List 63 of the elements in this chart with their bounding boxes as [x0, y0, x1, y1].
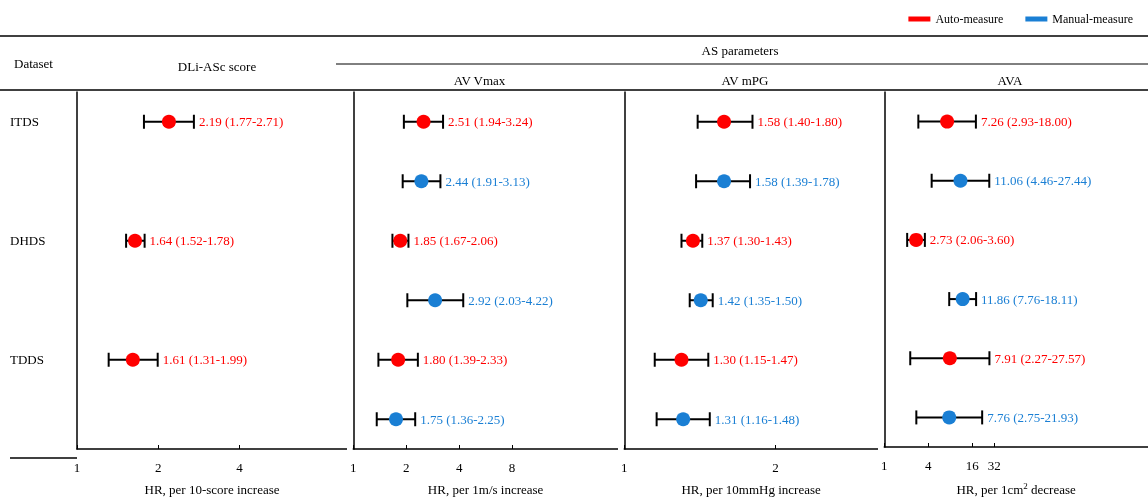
- data-label: 1.61 (1.31-1.99): [162, 352, 248, 368]
- x-tick-label: 4: [924, 458, 932, 473]
- point: [940, 114, 955, 129]
- point: [942, 351, 957, 366]
- x-axis-title: HR, per 10mmHg increase: [681, 482, 822, 497]
- point: [693, 293, 708, 308]
- data-label: 1.64 (1.52-1.78): [149, 233, 235, 249]
- x-tick-label: 1: [73, 460, 81, 475]
- data-label: 1.58 (1.39-1.78): [755, 173, 840, 189]
- x-tick-label: 4: [236, 460, 244, 475]
- x-tick-label: 2: [155, 460, 162, 475]
- x-tick-label: 32: [987, 458, 1001, 473]
- point: [391, 352, 406, 367]
- y-tick-label: DHDS: [10, 233, 46, 249]
- x-tick-label: 8: [508, 460, 516, 475]
- point: [942, 410, 957, 425]
- data-label: 1.80 (1.39-2.33): [422, 352, 508, 368]
- x-axis-title: HR, per 1m/s increase: [427, 482, 544, 497]
- data-label: 7.26 (2.93-18.00): [980, 114, 1072, 130]
- data-label: 1.75 (1.36-2.25): [420, 411, 505, 427]
- data-label: 1.85 (1.67-2.06): [413, 233, 498, 249]
- x-tick-label: 1: [881, 458, 888, 473]
- x-tick-label: 2: [772, 460, 779, 475]
- y-tick-label: TDDS: [10, 352, 44, 368]
- data-label: 2.44 (1.91-3.13): [445, 173, 530, 189]
- chart-title: AV mPG: [721, 73, 769, 88]
- point: [953, 173, 968, 188]
- x-axis-title: HR, per 10-score increase: [144, 482, 280, 497]
- data-label: 1.30 (1.15-1.47): [713, 352, 798, 368]
- point: [717, 174, 732, 189]
- point: [717, 114, 732, 129]
- data-label: 1.31 (1.16-1.48): [714, 411, 800, 427]
- x-tick-label: 1: [350, 460, 357, 475]
- y-tick-label: ITDS: [10, 114, 39, 130]
- data-label: 11.86 (7.76-18.11): [981, 291, 1078, 307]
- chart-title: DLi-ASc score: [177, 59, 257, 74]
- text: AS parameters: [701, 42, 779, 58]
- data-label: 2.19 (1.77-2.71): [198, 114, 284, 130]
- x-tick-label: 1: [621, 460, 628, 475]
- x-tick-label: 2: [402, 460, 410, 475]
- point: [676, 412, 691, 427]
- data-label: 7.91 (2.27-27.57): [994, 350, 1086, 366]
- point: [416, 114, 431, 129]
- chart-title: AVA: [997, 73, 1024, 88]
- data-label: 2.51 (1.94-3.24): [448, 114, 533, 130]
- point: [685, 233, 700, 248]
- data-label: 1.42 (1.35-1.50): [717, 292, 803, 308]
- point: [955, 292, 970, 307]
- chart-title: AV Vmax: [453, 73, 506, 88]
- point: [674, 352, 689, 367]
- data-label: 7.76 (2.75-21.93): [987, 409, 1079, 425]
- point: [414, 174, 429, 189]
- legend-label: Manual-measure: [1052, 12, 1134, 26]
- y-axis-title: Dataset: [14, 55, 54, 71]
- data-label: 2.73 (2.06-3.60): [929, 232, 1015, 248]
- data-label: 11.06 (4.46-27.44): [994, 173, 1092, 189]
- data-label: 1.37 (1.30-1.43): [707, 233, 792, 249]
- data-label: 1.58 (1.40-1.80): [757, 114, 842, 130]
- x-tick-label: 16: [965, 458, 980, 473]
- x-tick-label: 4: [455, 460, 463, 475]
- data-label: 2.92 (2.03-4.22): [468, 292, 553, 308]
- point: [389, 412, 403, 427]
- legend-label: Auto-measure: [935, 12, 1004, 26]
